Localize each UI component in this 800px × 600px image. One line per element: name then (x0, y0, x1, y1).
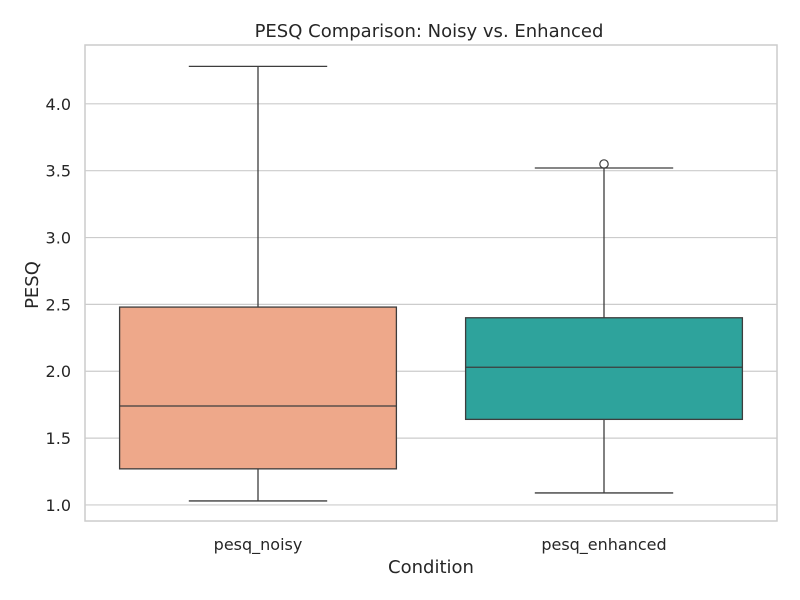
iqr-box (464, 317, 744, 421)
y-tick-label: 2.5 (46, 295, 71, 314)
x-axis-label: Condition (388, 557, 474, 578)
y-tick-label: 3.5 (46, 162, 71, 181)
plot-frame (84, 44, 778, 522)
y-tick-label: 3.0 (46, 229, 71, 248)
box-group-pesq_noisy (118, 65, 398, 502)
chart-title: PESQ Comparison: Noisy vs. Enhanced (255, 21, 604, 42)
x-tick-label: pesq_enhanced (541, 535, 666, 555)
y-tick-label: 4.0 (46, 95, 71, 114)
y-tick-labels: 1.0 1.5 2.0 2.5 3.0 3.5 4.0 (46, 95, 71, 515)
y-tick-label: 2.0 (46, 362, 71, 381)
x-tick-labels: pesq_noisy pesq_enhanced (214, 535, 667, 555)
outlier-point (599, 159, 609, 169)
y-tick-label: 1.5 (46, 429, 71, 448)
x-tick-label: pesq_noisy (214, 535, 303, 555)
y-tick-label: 1.0 (46, 496, 71, 515)
box-plots (118, 65, 744, 502)
y-axis-label: PESQ (22, 261, 43, 309)
iqr-box (118, 306, 398, 470)
box-group-pesq_enhanced (464, 159, 744, 494)
